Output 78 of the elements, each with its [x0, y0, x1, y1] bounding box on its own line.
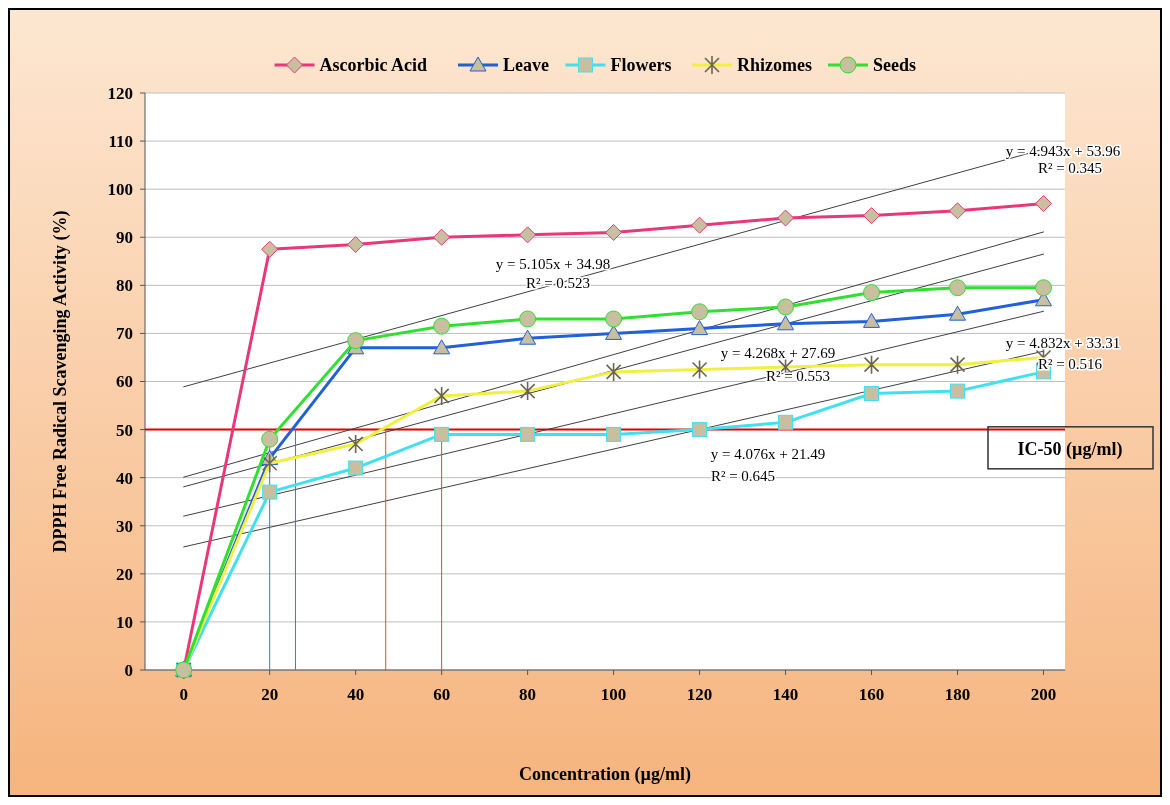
y-tick-label: 60 — [116, 372, 133, 392]
x-axis-title: Concentration (µg/ml) — [519, 764, 691, 785]
point — [347, 332, 365, 350]
legend-label: Ascorbic Acid — [319, 55, 427, 76]
y-tick-label: 10 — [116, 612, 133, 632]
y-tick-label: 110 — [108, 132, 133, 152]
annotation: R² = 0.553 — [765, 367, 831, 384]
point — [347, 235, 365, 253]
legend-label: Flowers — [610, 55, 672, 76]
legend-label: Leave — [503, 55, 549, 76]
annotation: R² = 0.645 — [710, 467, 776, 484]
point — [691, 303, 709, 321]
y-tick-label: 90 — [116, 228, 133, 248]
x-tick-label: 120 — [686, 685, 713, 704]
point — [778, 414, 794, 430]
point — [949, 305, 967, 321]
point — [433, 317, 451, 335]
annotation: y = 4.832x + 33.31 — [1005, 335, 1121, 352]
point — [433, 228, 451, 246]
point — [520, 426, 536, 442]
point — [605, 223, 623, 241]
annotation: R² = 0.345 — [1037, 159, 1103, 176]
x-tick-label: 100 — [600, 685, 627, 704]
point — [261, 240, 279, 258]
annotation: y = 5.105x + 34.98 — [495, 255, 611, 272]
y-tick-label: 40 — [116, 468, 133, 488]
point — [433, 339, 451, 355]
point — [691, 320, 709, 336]
point — [949, 279, 967, 297]
point — [519, 329, 537, 345]
x-tick-label: 20 — [261, 685, 279, 704]
point — [348, 460, 364, 476]
point — [1035, 195, 1052, 213]
annotation: y = 4.076x + 21.49 — [710, 445, 826, 462]
point — [949, 202, 967, 220]
point — [777, 315, 795, 331]
annotation: R² = 0.523 — [525, 275, 591, 292]
point — [864, 386, 880, 402]
y-tick-label: 20 — [116, 564, 133, 584]
x-tick-label: 180 — [944, 685, 971, 704]
point — [605, 310, 623, 328]
point — [777, 209, 795, 227]
point — [950, 383, 966, 399]
point — [691, 216, 709, 234]
point — [434, 426, 450, 442]
x-tick-label: 140 — [772, 685, 799, 704]
y-tick-label: 100 — [107, 180, 133, 200]
x-tick-label: 80 — [519, 685, 537, 704]
y-tick-label: 0 — [124, 660, 133, 680]
y-tick-label: 80 — [116, 276, 133, 296]
point — [606, 426, 622, 442]
point — [262, 484, 278, 500]
annotation: R² = 0.516 — [1037, 356, 1103, 373]
point — [692, 422, 708, 438]
x-tick-label: 40 — [347, 685, 365, 704]
legend-label: Seeds — [873, 55, 917, 76]
y-axis-title: DPPH Free Radical Scavenging Activity (%) — [50, 210, 71, 553]
point — [863, 284, 881, 302]
y-tick-label: 120 — [107, 83, 133, 103]
x-tick-label: 160 — [858, 685, 885, 704]
annotation: y = 4.268x + 27.69 — [720, 344, 836, 361]
x-tick-label: 60 — [433, 685, 451, 704]
legend-label: Rhizomes — [737, 55, 812, 76]
point — [519, 310, 537, 328]
point — [519, 226, 537, 244]
point — [863, 312, 881, 328]
point — [777, 298, 795, 316]
point — [1035, 279, 1052, 297]
annotation: IC-50 (µg/ml) — [1017, 439, 1123, 461]
x-tick-label: 0 — [179, 685, 188, 704]
annotation: y = 4.943x + 53.96 — [1005, 142, 1121, 159]
point — [863, 207, 881, 225]
x-tick-label: 200 — [1030, 685, 1057, 704]
y-tick-label: 70 — [116, 324, 133, 344]
y-tick-label: 30 — [116, 516, 133, 536]
point — [261, 430, 279, 448]
y-tick-label: 50 — [116, 420, 133, 440]
point — [605, 324, 623, 340]
